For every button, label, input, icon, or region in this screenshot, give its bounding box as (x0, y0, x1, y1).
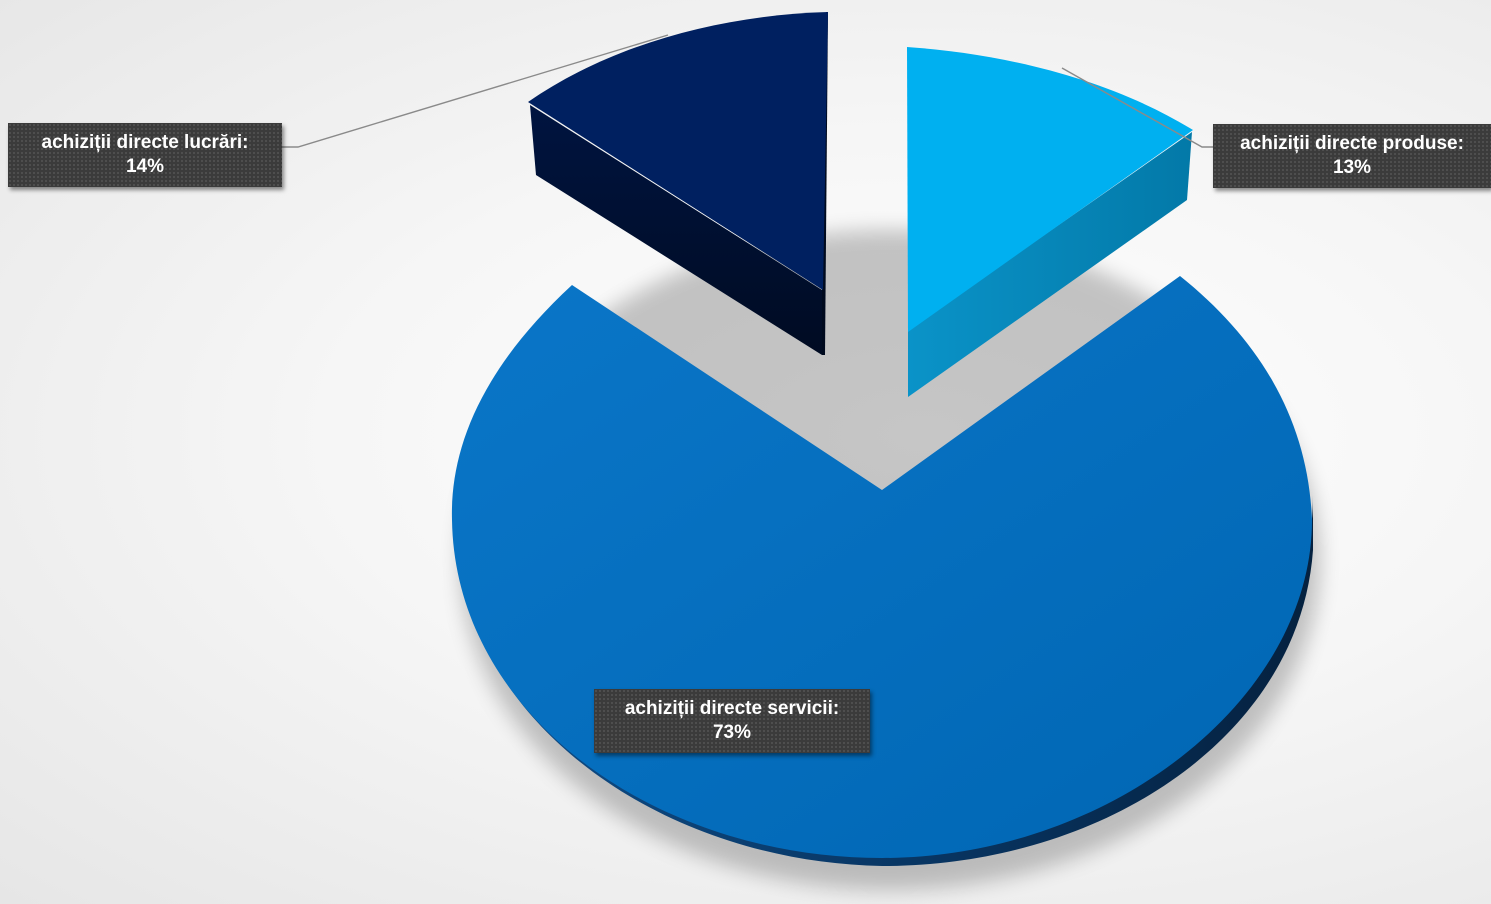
data-label-lucrari: achiziții directe lucrări: 14% (8, 123, 282, 187)
data-label-servicii-category: achiziții directe servicii: (624, 698, 840, 719)
leader-line-lucrari (282, 34, 669, 148)
pie-slice-lucrari-side-front (822, 12, 828, 355)
data-label-produse-category: achiziții directe produse: (1240, 133, 1464, 154)
leader-line-produse (1061, 67, 1213, 148)
data-label-produse: achiziții directe produse: 13% (1213, 124, 1491, 188)
data-label-lucrari-category: achiziții directe lucrări: (41, 132, 249, 153)
data-label-produse-value: 13% (1332, 157, 1372, 178)
pie-slice-produse-side (908, 132, 1192, 397)
data-label-servicii-value: 73% (712, 722, 752, 743)
pie-slice-produse (907, 47, 1193, 332)
leader-lines (282, 34, 1213, 148)
data-label-lucrari-value: 14% (125, 156, 165, 177)
data-label-servicii: achiziții directe servicii: 73% (594, 689, 870, 753)
pie-slice-lucrari-side-left (530, 105, 822, 355)
pie-slice-lucrari (528, 12, 828, 290)
